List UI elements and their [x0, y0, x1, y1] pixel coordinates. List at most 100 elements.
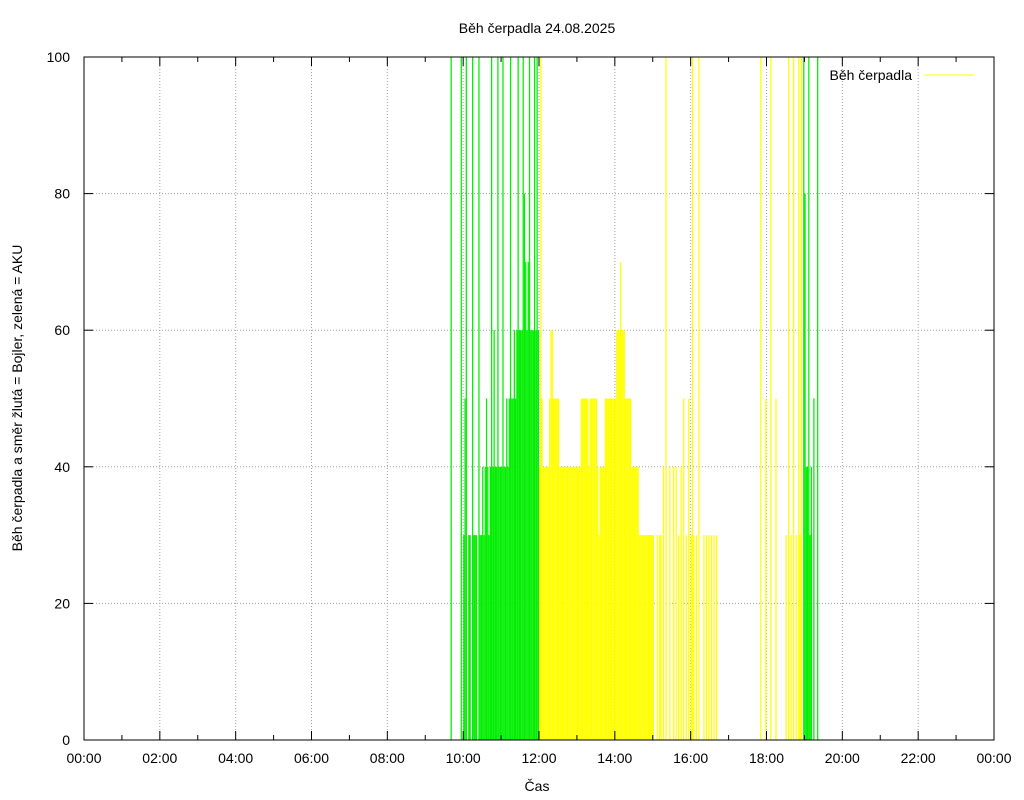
- bar: [624, 398, 627, 740]
- bar: [705, 535, 708, 740]
- bar: [576, 466, 579, 740]
- bar: [533, 57, 536, 740]
- bar: [633, 466, 636, 740]
- bar: [528, 57, 531, 740]
- y-axis-label: Běh čerpadla a směr žlutá = Bojler, zele…: [9, 245, 25, 552]
- bar: [715, 535, 718, 740]
- bar: [565, 466, 567, 740]
- bar: [631, 466, 633, 740]
- bar: [804, 193, 806, 741]
- bar: [799, 535, 801, 740]
- bar: [616, 330, 618, 740]
- bar: [540, 57, 542, 740]
- bar: [613, 398, 615, 740]
- bar: [460, 57, 462, 740]
- bar: [607, 398, 609, 740]
- bar: [551, 330, 553, 740]
- bar: [636, 466, 638, 740]
- x-axis-label: Čas: [525, 778, 550, 794]
- bar: [539, 466, 541, 740]
- bar: [554, 398, 556, 740]
- bar: [619, 261, 622, 740]
- bar: [496, 466, 498, 740]
- bar: [790, 535, 792, 740]
- bar: [691, 57, 694, 740]
- bar: [793, 57, 795, 740]
- x-tick-label: 16:00: [673, 750, 708, 766]
- bar: [585, 398, 588, 740]
- bar: [523, 193, 526, 741]
- bar: [545, 466, 547, 740]
- bar: [775, 398, 777, 740]
- bar: [522, 57, 524, 740]
- bar: [506, 398, 508, 740]
- bar: [588, 466, 590, 740]
- bar: [626, 398, 628, 740]
- bar: [617, 330, 619, 740]
- bar: [642, 535, 644, 740]
- bar: [638, 535, 641, 740]
- bar: [604, 398, 606, 740]
- bar: [509, 57, 512, 740]
- bar: [525, 261, 527, 740]
- bar: [621, 330, 623, 740]
- axis-ticks: [83, 56, 995, 741]
- bar: [650, 535, 652, 740]
- bar: [598, 535, 600, 740]
- bar: [609, 398, 612, 740]
- bar: [560, 466, 562, 740]
- x-tick-label: 06:00: [294, 750, 329, 766]
- bar: [817, 57, 819, 740]
- bar: [530, 330, 532, 740]
- bar: [542, 466, 545, 740]
- bar: [660, 535, 662, 740]
- bar: [501, 466, 503, 740]
- bar: [806, 466, 809, 740]
- bar: [487, 466, 489, 740]
- bar: [504, 466, 507, 740]
- bar: [512, 398, 514, 740]
- bar: [468, 535, 470, 740]
- bar: [597, 466, 599, 740]
- bar: [640, 535, 642, 740]
- bar: [808, 57, 810, 740]
- bar: [494, 466, 497, 740]
- bar: [514, 398, 517, 740]
- x-tick-label: 18:00: [749, 750, 784, 766]
- bar: [531, 330, 533, 740]
- bar: [517, 57, 519, 740]
- bar: [760, 57, 762, 740]
- bar: [518, 330, 521, 740]
- bar: [578, 466, 580, 740]
- bar: [635, 466, 637, 740]
- bar: [637, 466, 639, 740]
- bar: [474, 535, 476, 740]
- bar: [546, 466, 548, 740]
- tick-labels: 0 20 40 60 80 100 00:00 02:00 04:00 06:00 08:00 10:…: [47, 49, 1012, 766]
- bar: [479, 535, 481, 740]
- bar: [605, 398, 608, 740]
- bar: [475, 535, 478, 740]
- y-tick-label: 60: [54, 322, 70, 338]
- x-tick-label: 14:00: [597, 750, 632, 766]
- y-tick-label: 40: [54, 459, 70, 475]
- bar: [656, 535, 658, 740]
- bar: [590, 398, 593, 740]
- bar: [669, 466, 671, 740]
- x-tick-label: 00:00: [66, 750, 101, 766]
- legend: Běh čerpadla: [829, 67, 974, 83]
- bar: [641, 535, 643, 740]
- bar: [602, 466, 604, 740]
- y-tick-label: 0: [62, 732, 70, 748]
- bar: [483, 535, 485, 740]
- bar: [685, 535, 687, 740]
- bar: [549, 398, 551, 740]
- bar: [563, 466, 565, 740]
- bar: [569, 466, 571, 740]
- bar: [614, 398, 617, 740]
- bar: [580, 398, 582, 740]
- bar: [472, 57, 474, 740]
- bar: [611, 398, 613, 740]
- bar: [547, 466, 550, 740]
